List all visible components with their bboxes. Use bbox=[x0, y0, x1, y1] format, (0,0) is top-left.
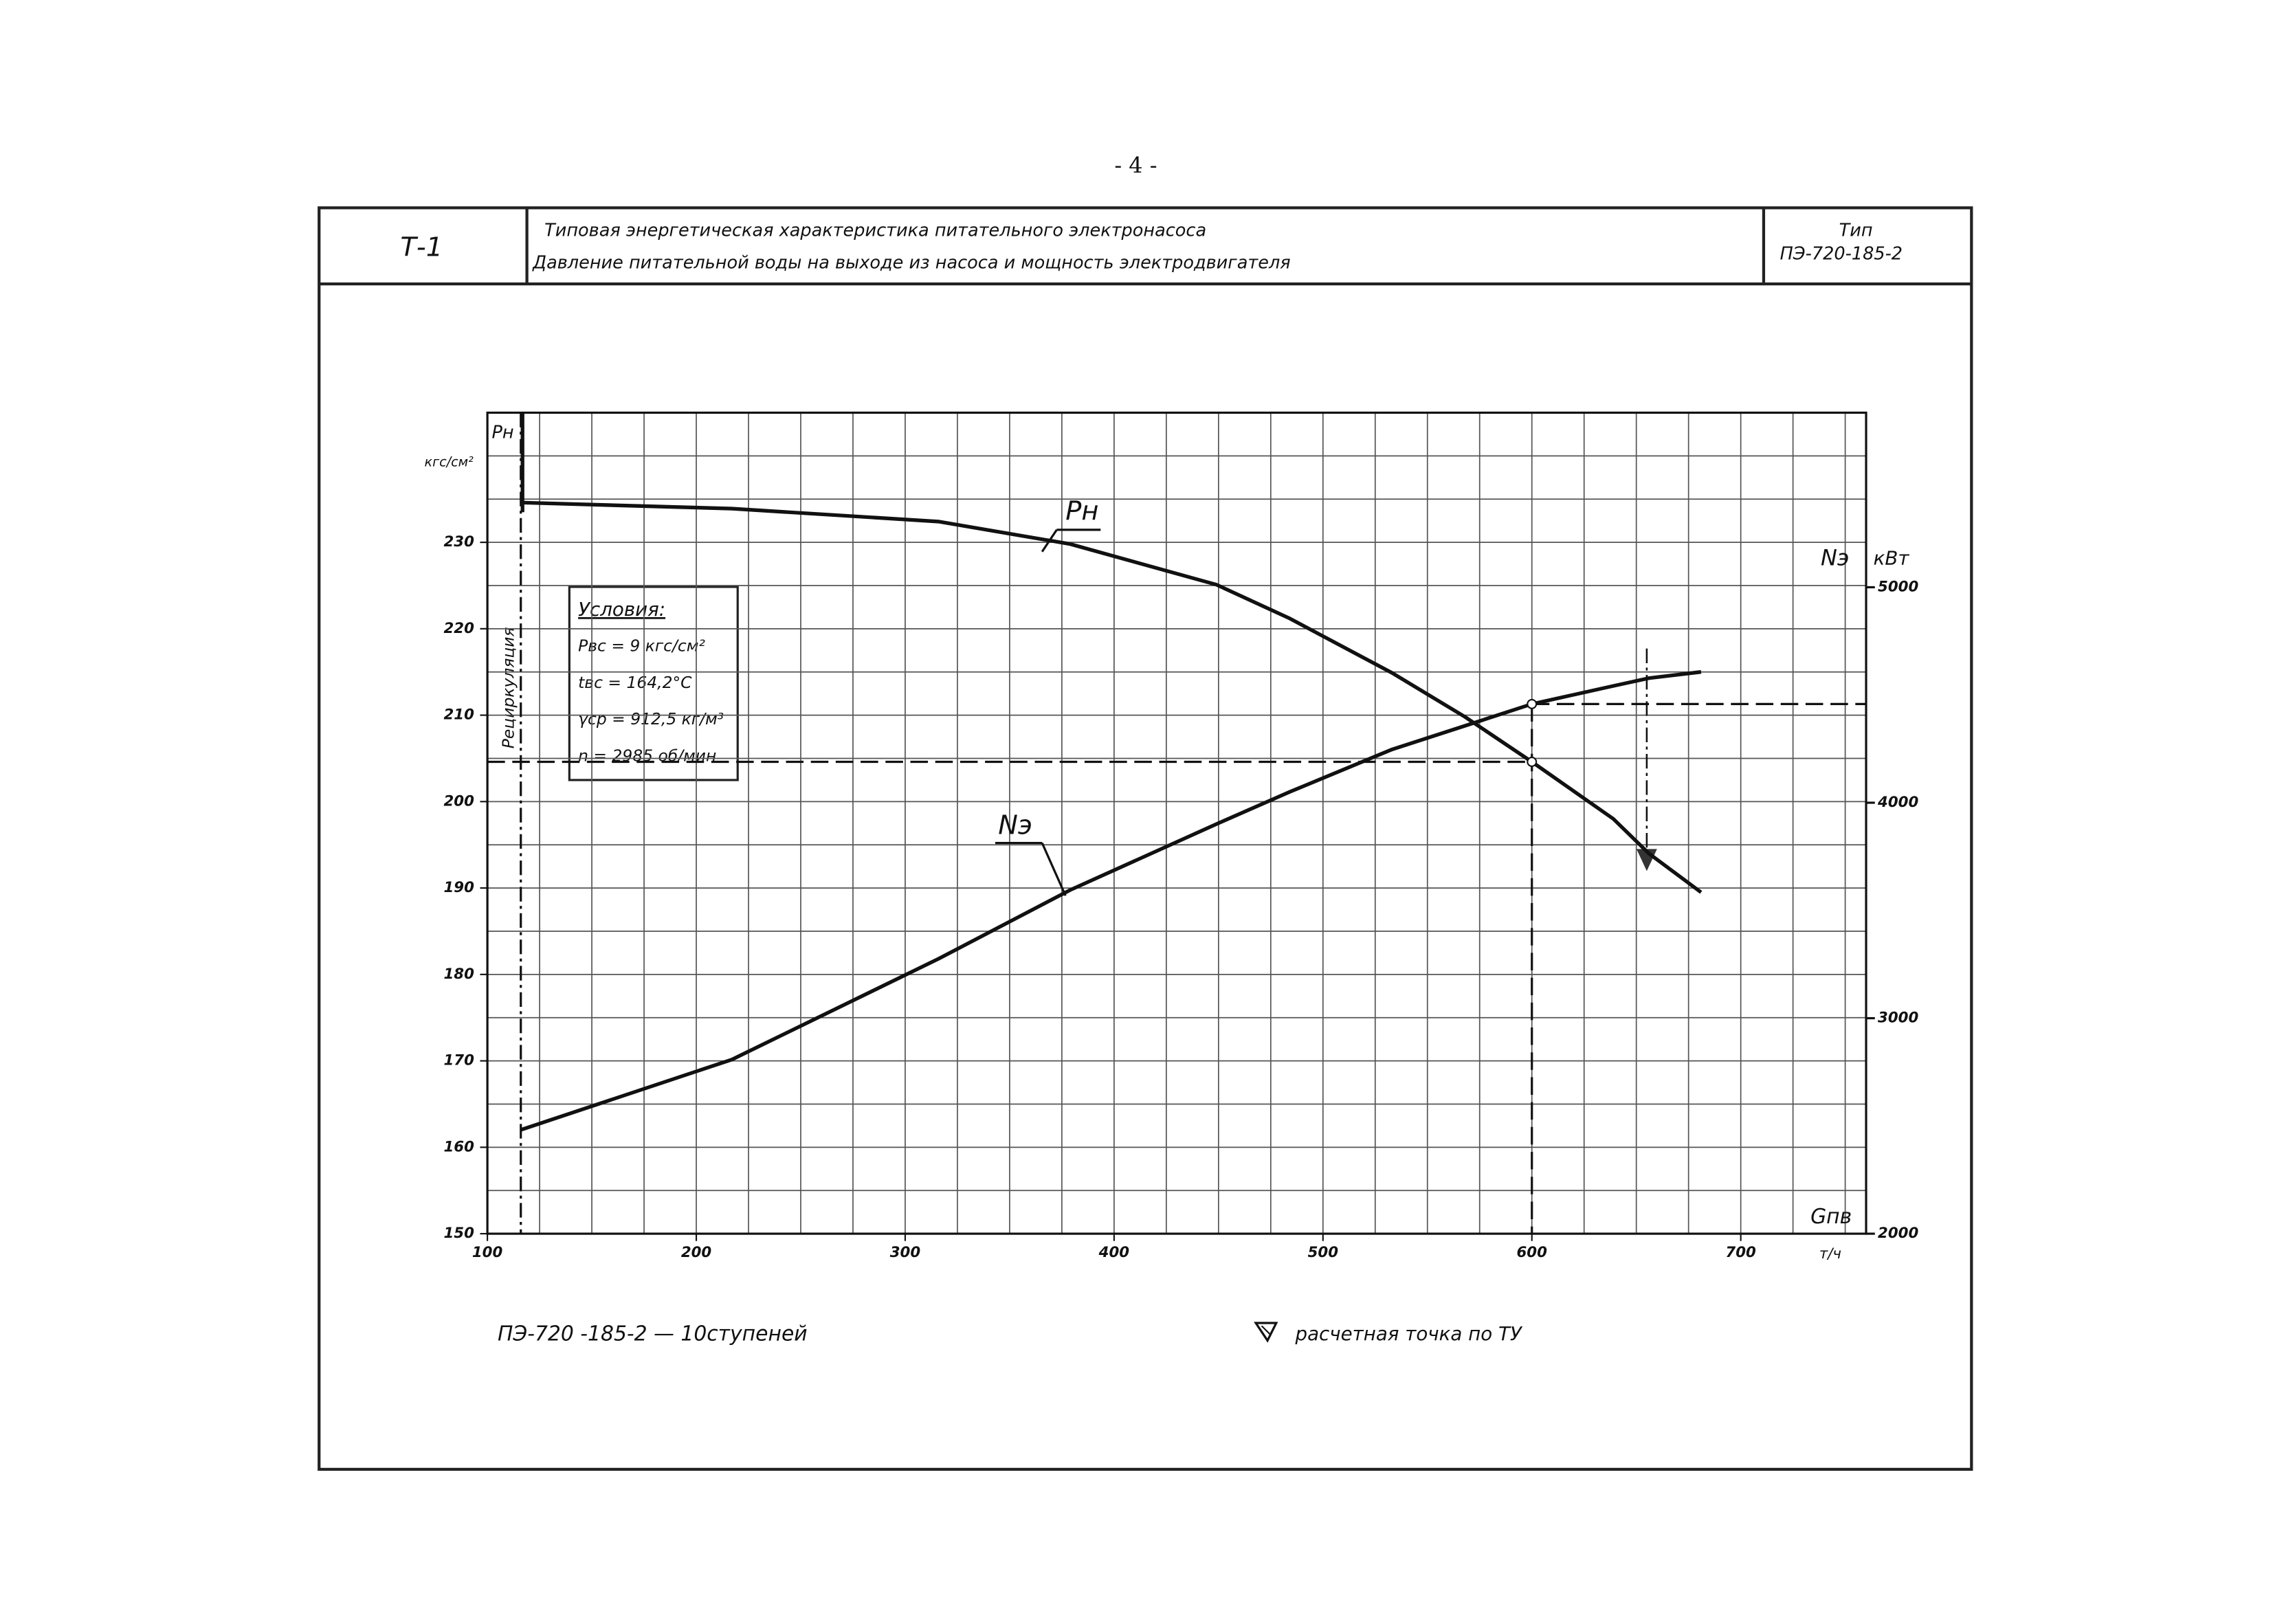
y-tick-label: 210 bbox=[444, 707, 475, 724]
y-axis-label: кгс/см² bbox=[425, 454, 474, 469]
design-point bbox=[1527, 757, 1538, 767]
plot-frame bbox=[486, 411, 1867, 1235]
y-tick-label: 200 bbox=[444, 792, 475, 810]
x-tick-label: 300 bbox=[890, 1244, 921, 1261]
y-tick-label: 230 bbox=[444, 533, 475, 550]
title-line: Давление питательной воды на выходе из н… bbox=[532, 252, 1291, 273]
y-tick-label: 180 bbox=[444, 966, 475, 983]
series-line bbox=[520, 500, 1703, 894]
x-axis-label: Gпв bbox=[1810, 1205, 1852, 1229]
y-axis-name: Pн bbox=[491, 422, 513, 443]
legend-text: расчетная точка по ТУ bbox=[1295, 1322, 1523, 1345]
condition-line: Pвс = 9 кгс/см² bbox=[578, 636, 705, 656]
y2-axis-label: кВт bbox=[1874, 546, 1910, 569]
condition-line: γср = 912,5 кг/м³ bbox=[578, 709, 724, 728]
y2-axis-name: Nэ bbox=[1821, 544, 1849, 570]
x-axis-unit: т/ч bbox=[1819, 1245, 1841, 1263]
series-line bbox=[520, 670, 1702, 1132]
y-tick-label: 160 bbox=[444, 1138, 475, 1155]
title-line: Типовая энергетическая характеристика пи… bbox=[544, 220, 1206, 241]
y-tick-label: 150 bbox=[444, 1225, 475, 1242]
conditions: Условия: Pвс = 9 кгс/см² tвс = 164,2°С γср … bbox=[578, 598, 724, 765]
page-number: - 4 - bbox=[1114, 152, 1157, 178]
type-value: ПЭ-720-185-2 bbox=[1780, 244, 1903, 265]
design-point bbox=[1527, 698, 1538, 709]
legend-label: Nэ bbox=[998, 810, 1032, 841]
x-tick-label: 500 bbox=[1308, 1244, 1339, 1261]
sheet-code: Т-1 bbox=[400, 232, 443, 263]
y-tick-label: 220 bbox=[444, 620, 475, 637]
x-tick-label: 700 bbox=[1725, 1244, 1756, 1261]
conditions-box bbox=[568, 586, 739, 781]
legend-label: Pн bbox=[1065, 496, 1098, 526]
frame bbox=[318, 206, 1973, 1471]
x-tick-label: 600 bbox=[1517, 1244, 1548, 1261]
recirculation-label: Рециркуляция bbox=[499, 627, 518, 748]
x-tick-label: 200 bbox=[681, 1244, 712, 1261]
type-label: Тип bbox=[1839, 220, 1873, 241]
y-tick-label: 170 bbox=[444, 1052, 475, 1069]
pump-note: ПЭ-720 -185-2 — 10ступеней bbox=[498, 1322, 808, 1346]
y2-tick-label: 3000 bbox=[1878, 1010, 1918, 1027]
legend-symbol bbox=[1254, 1322, 1278, 1343]
y2-tick-label: 4000 bbox=[1877, 794, 1918, 811]
y2-tick-label: 5000 bbox=[1878, 578, 1918, 595]
y-tick-label: 190 bbox=[444, 879, 475, 896]
x-tick-label: 400 bbox=[1098, 1244, 1130, 1261]
condition-line: tвс = 164,2°С bbox=[578, 673, 692, 692]
x-tick-label: 100 bbox=[472, 1244, 503, 1261]
legend-leader bbox=[1041, 529, 1058, 553]
y2-tick-label: 2000 bbox=[1878, 1225, 1918, 1242]
condition-line: Условия: bbox=[578, 598, 665, 621]
legend-leader bbox=[1041, 842, 1067, 896]
